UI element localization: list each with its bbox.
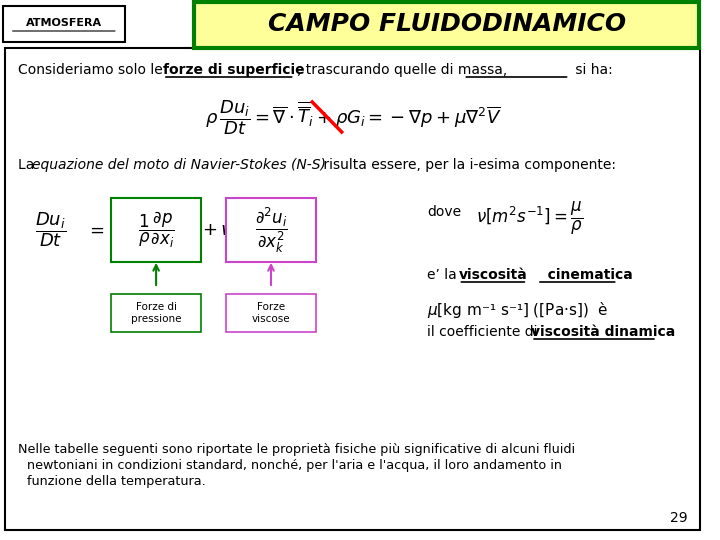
Text: Forze
viscose: Forze viscose [252, 302, 290, 324]
Text: $= -$: $= -$ [86, 221, 127, 239]
FancyBboxPatch shape [111, 294, 202, 332]
Text: $+\,\nu$: $+\,\nu$ [202, 221, 232, 239]
Text: viscosità dinamica: viscosità dinamica [531, 325, 675, 339]
FancyBboxPatch shape [226, 294, 316, 332]
Text: viscosità: viscosità [459, 268, 527, 282]
Text: $\dfrac{1}{\rho}\dfrac{\partial p}{\partial x_i}$: $\dfrac{1}{\rho}\dfrac{\partial p}{\part… [138, 210, 174, 250]
Text: equazione del moto di Navier-Stokes (N-S): equazione del moto di Navier-Stokes (N-S… [32, 158, 326, 172]
Text: $\mu$[kg m⁻¹ s⁻¹] ([Pa·s])  è: $\mu$[kg m⁻¹ s⁻¹] ([Pa·s]) è [427, 300, 608, 320]
Text: forze di superficie: forze di superficie [163, 63, 305, 77]
Text: funzione della temperatura.: funzione della temperatura. [27, 476, 206, 489]
Text: newtoniani in condizioni standard, nonché, per l'aria e l'acqua, il loro andamen: newtoniani in condizioni standard, nonch… [27, 460, 562, 472]
Text: $\rho\,\dfrac{Du_i}{Dt} = \overline{\nabla}\cdot\overline{\overline{T}}_i + \rho: $\rho\,\dfrac{Du_i}{Dt} = \overline{\nab… [205, 99, 502, 137]
FancyBboxPatch shape [111, 198, 202, 262]
Text: risulta essere, per la i-esima componente:: risulta essere, per la i-esima component… [319, 158, 616, 172]
Text: dove: dove [427, 205, 462, 219]
Text: il coefficiente di: il coefficiente di [427, 325, 542, 339]
Text: Forze di
pressione: Forze di pressione [131, 302, 181, 324]
Text: Nelle tabelle seguenti sono riportate le proprietà fisiche più significative di : Nelle tabelle seguenti sono riportate le… [18, 443, 575, 456]
Text: cinematica: cinematica [533, 268, 633, 282]
FancyBboxPatch shape [226, 198, 316, 262]
Text: CAMPO FLUIDODINAMICO: CAMPO FLUIDODINAMICO [268, 12, 626, 36]
Text: Consideriamo solo le: Consideriamo solo le [18, 63, 167, 77]
FancyBboxPatch shape [194, 2, 699, 48]
Text: $\dfrac{Du_i}{Dt}$: $\dfrac{Du_i}{Dt}$ [35, 211, 67, 249]
FancyBboxPatch shape [5, 48, 700, 530]
Text: La: La [18, 158, 38, 172]
Text: , trascurando quelle di massa,: , trascurando quelle di massa, [297, 63, 507, 77]
Text: ATMOSFERA: ATMOSFERA [26, 18, 102, 28]
Text: $\dfrac{\partial^2 u_i}{\partial x_k^2}$: $\dfrac{\partial^2 u_i}{\partial x_k^2}$ [254, 205, 287, 255]
Text: si ha:: si ha: [572, 63, 613, 77]
FancyBboxPatch shape [3, 6, 125, 42]
Text: 29: 29 [670, 511, 688, 525]
Text: e’ la: e’ la [427, 268, 462, 282]
Text: $\nu\left[m^2 s^{-1}\right] = \dfrac{\mu}{\rho}$: $\nu\left[m^2 s^{-1}\right] = \dfrac{\mu… [476, 199, 583, 237]
